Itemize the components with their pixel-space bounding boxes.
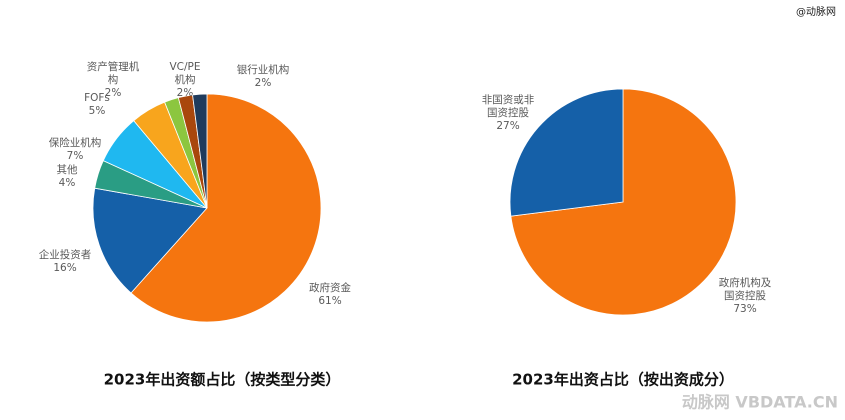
slice-value-label: 5%	[89, 105, 106, 117]
footer-watermark: 动脉网 VBDATA.CN	[682, 393, 838, 412]
slice-value-label: 2%	[105, 87, 122, 99]
pie-slice	[509, 88, 624, 217]
slice-label: VC/PE 机构	[169, 61, 200, 86]
slice-value-label: 61%	[318, 295, 341, 307]
slice-label: 其他	[57, 163, 78, 176]
pie-slice	[510, 88, 737, 316]
pie-slice	[92, 187, 208, 294]
pie-slice	[130, 93, 322, 323]
slice-label: 银行业机构	[237, 63, 290, 76]
chart-title: 2023年出资占比（按出资成分）	[512, 371, 734, 389]
slice-value-label: 2%	[177, 87, 194, 99]
slice-label: 保险业机构	[49, 136, 102, 149]
slice-value-label: 4%	[59, 177, 76, 189]
slice-label: 资产管理机构	[87, 60, 140, 86]
slice-label: 企业投资者	[39, 248, 92, 261]
chart-title: 2023年出资额占比（按类型分类）	[104, 371, 341, 389]
slice-value-label: 7%	[67, 150, 84, 162]
slice-value-label: 2%	[255, 77, 272, 89]
slice-label: FOFs	[84, 92, 110, 104]
slice-value-label: 27%	[496, 120, 519, 132]
slice-label: 非国资或非国资控股	[482, 94, 535, 119]
slice-label: 政府机构及国资控股	[719, 276, 772, 302]
watermark: @动脉网	[796, 5, 836, 18]
slice-value-label: 73%	[733, 303, 756, 315]
pie-slice	[192, 93, 208, 209]
slice-value-label: 16%	[53, 262, 76, 274]
slice-label: 政府资金	[309, 281, 351, 294]
